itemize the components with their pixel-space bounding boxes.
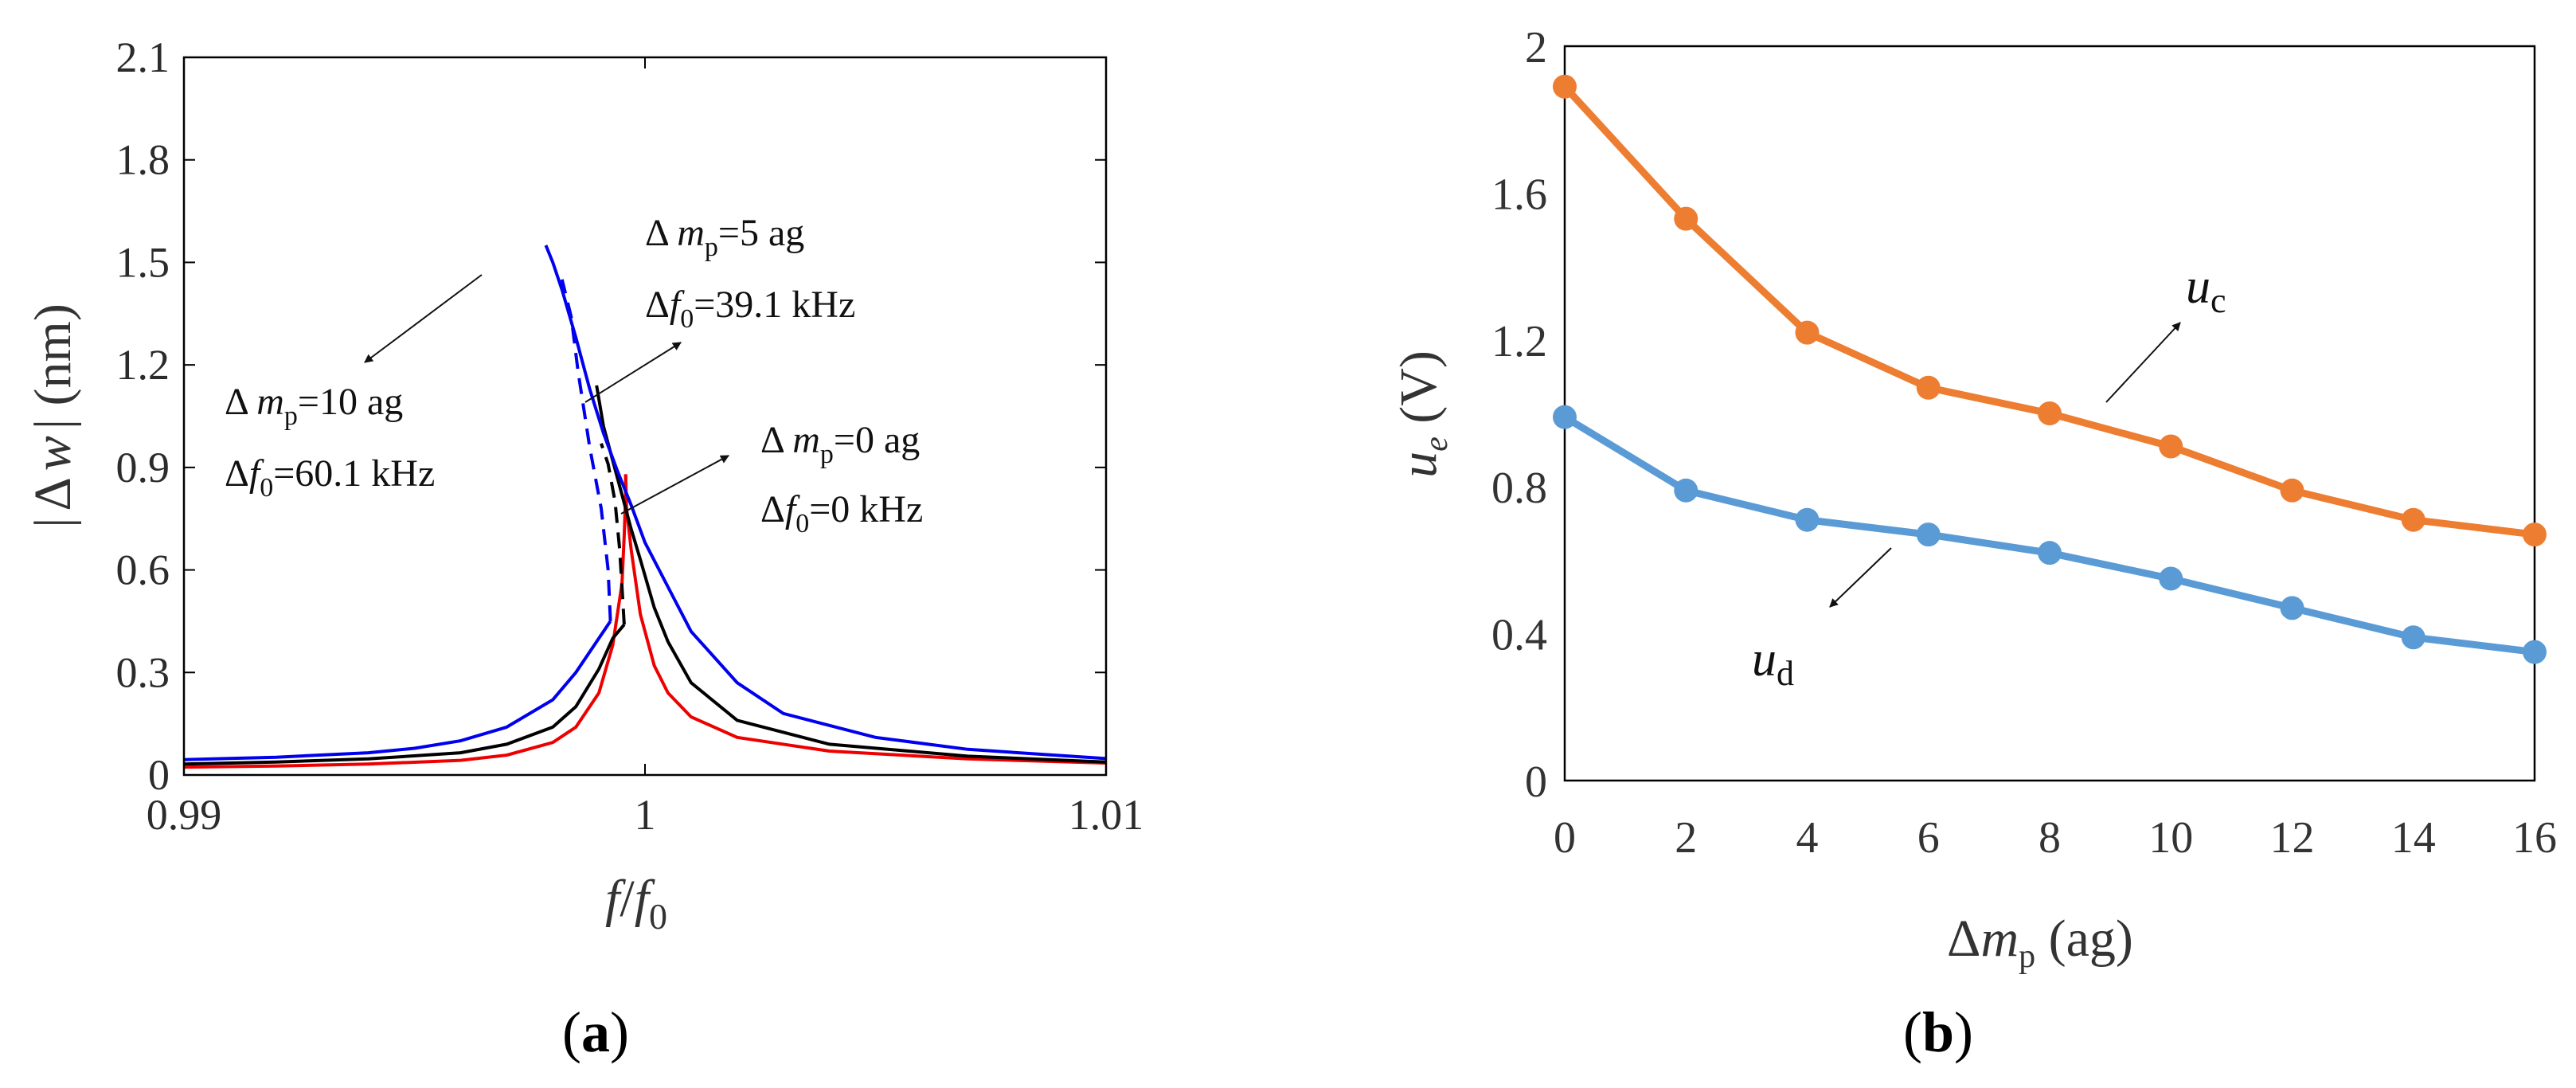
uc-callout-arrow [2105, 322, 2181, 403]
series-10ag-upper-branch [544, 245, 1107, 761]
panel-a-x-tick-label: 1.01 [1069, 791, 1144, 839]
panel-a-x-tick-label: 0.99 [147, 791, 222, 839]
panel-a-x-axis-title: f/f0 [605, 870, 667, 937]
series-uc-point [1553, 74, 1577, 99]
series-0ag-upper-branch [623, 474, 1107, 765]
annotation-0ag-line2: Δf0=0 kHz [760, 488, 923, 538]
panel-a-y-axis-title: |Δw| (nm) [24, 303, 82, 528]
ud-callout-arrow [1829, 547, 1892, 608]
annotation-0ag-line1: Δ mp=0 ag [760, 419, 920, 469]
panel-b-y-tick-label: 1.6 [1491, 170, 1547, 219]
panel-b-x-tick-label: 0 [1554, 813, 1576, 863]
series-uc-point [2280, 478, 2304, 503]
series-uc-point [1795, 320, 1820, 345]
series-ud-line [1562, 413, 2535, 656]
panel-b-x-tick-label: 14 [2391, 813, 2436, 863]
panel-b-x-tick-label: 12 [2270, 813, 2315, 863]
series-uc-point [2038, 401, 2062, 425]
annotation-5ag-line2: Δf0=39.1 kHz [645, 284, 855, 334]
panel-b-y-axis-title: ue (V) [1390, 350, 1455, 478]
annotation-arrow-5ag [584, 342, 682, 403]
panel-a-series [183, 245, 1107, 769]
panel-b-y-tick-label: 1.2 [1491, 317, 1547, 366]
panel-a-y-tick-label: 0.3 [116, 648, 170, 696]
series-0ag-lower-branch [183, 474, 627, 769]
panel-a-y-tick-label: 1.8 [116, 136, 170, 184]
series-uc-point [2401, 507, 2426, 532]
panel-b-x-tick-label: 8 [2039, 813, 2061, 863]
panel-b-x-tick-label: 4 [1796, 813, 1819, 863]
panel-b-y-tick-label: 0.4 [1491, 611, 1547, 660]
panel-a-y-tick-label: 0.6 [116, 546, 170, 594]
panel-a-label: (a) [562, 1000, 629, 1064]
ud-series-label: ud [1752, 632, 1794, 693]
series-ud-point [2038, 541, 2062, 566]
series-uc-point [1674, 206, 1698, 231]
series-ud-point [1674, 478, 1698, 503]
series-ud-point [2401, 625, 2426, 650]
panel-a-y-tick-label: 0.9 [116, 444, 170, 491]
series-uc-point [2523, 522, 2547, 547]
series-ud-point [2159, 566, 2183, 591]
annotation-arrow-10ag [364, 274, 483, 363]
panel-b-y-tick-label: 2 [1525, 23, 1547, 72]
panel-b-x-tick-label: 10 [2148, 813, 2193, 863]
panel-a-x-tick-label: 1 [635, 791, 656, 839]
series-ud-point [1553, 405, 1577, 429]
panel-b-ticks: 0 0.4 0.8 1.2 1.6 2 0 2 4 6 8 10 12 14 16 [1491, 23, 2557, 863]
panel-b-series [1553, 74, 2547, 664]
series-uc-point [1916, 375, 1941, 400]
panel-b-y-tick-label: 0.8 [1491, 464, 1547, 513]
panel-a-ticks: 0 0.3 0.6 0.9 1.2 1.5 1.8 2.1 0.99 1 1.01 [116, 33, 1144, 839]
annotation-arrow-0ag [620, 455, 729, 515]
series-ud-point [2280, 596, 2304, 620]
series-5ag-lower-branch [183, 623, 626, 766]
panel-b-y-tick-label: 0 [1525, 757, 1547, 807]
series-ud-point [1916, 522, 1941, 547]
annotation-10ag-line1: Δ mp=10 ag [225, 381, 403, 431]
panel-a-y-tick-label: 1.2 [116, 341, 170, 389]
panel-a-y-tick-label: 0 [148, 751, 170, 799]
panel-a-y-tick-label: 1.5 [116, 238, 170, 286]
panel-b-label: (b) [1903, 1000, 1973, 1064]
series-ud-point [1795, 507, 1820, 532]
panel-a-chart: 0 0.3 0.6 0.9 1.2 1.5 1.8 2.1 0.99 1 1.01 Δ mp=10 … [24, 33, 1143, 1064]
panel-b-x-tick-label: 2 [1675, 813, 1697, 863]
annotation-10ag-line2: Δf0=60.1 kHz [225, 452, 435, 503]
series-ud-point [2523, 640, 2547, 664]
panel-b-x-axis-title: Δmp (ag) [1947, 910, 2133, 975]
series-5ag-unstable-branch [600, 443, 626, 625]
series-uc-point [2159, 434, 2183, 459]
panel-b-chart: 0 0.4 0.8 1.2 1.6 2 0 2 4 6 8 10 12 14 16 uc ud Δmp (a… [1390, 23, 2557, 1064]
series-uc-line [1562, 84, 2535, 538]
panel-a-y-tick-label: 2.1 [116, 33, 170, 81]
series-10ag-unstable-branch [560, 279, 612, 621]
annotation-5ag-line1: Δ mp=5 ag [645, 212, 804, 262]
uc-series-label: uc [2186, 260, 2226, 320]
panel-b-x-tick-label: 16 [2512, 813, 2557, 863]
panel-b-x-tick-label: 6 [1917, 813, 1940, 863]
series-10ag-lower-branch [183, 620, 612, 761]
